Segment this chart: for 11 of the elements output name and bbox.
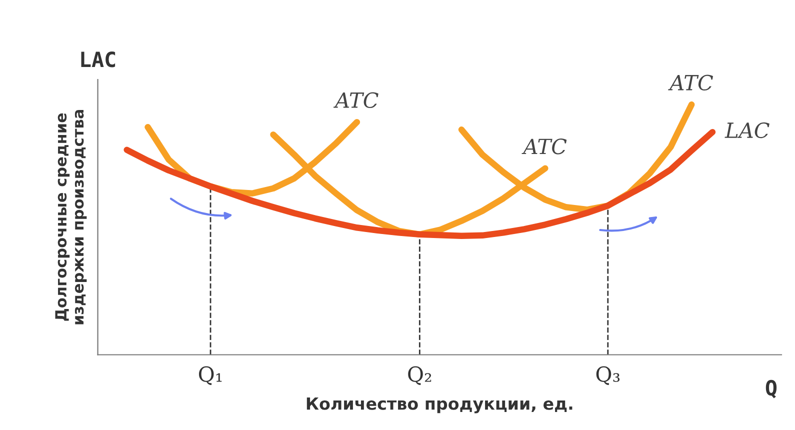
series-label: ATC: [333, 92, 378, 108]
text: LAC: [81, 52, 116, 68]
x-tick-label: Q₃: [596, 366, 620, 386]
series-label: LAC: [724, 122, 770, 138]
text: Q: [766, 380, 777, 398]
x-tick-label: Q₂: [408, 366, 432, 386]
series-label: ATC: [668, 74, 714, 91]
series-label: ATC: [522, 138, 567, 154]
x-tick-label: Q₁: [198, 366, 222, 386]
x-axis-title: Количество продукции, ед.: [306, 398, 572, 414]
y-axis-title: Долгосрочные средние издержки производства: [55, 110, 87, 324]
